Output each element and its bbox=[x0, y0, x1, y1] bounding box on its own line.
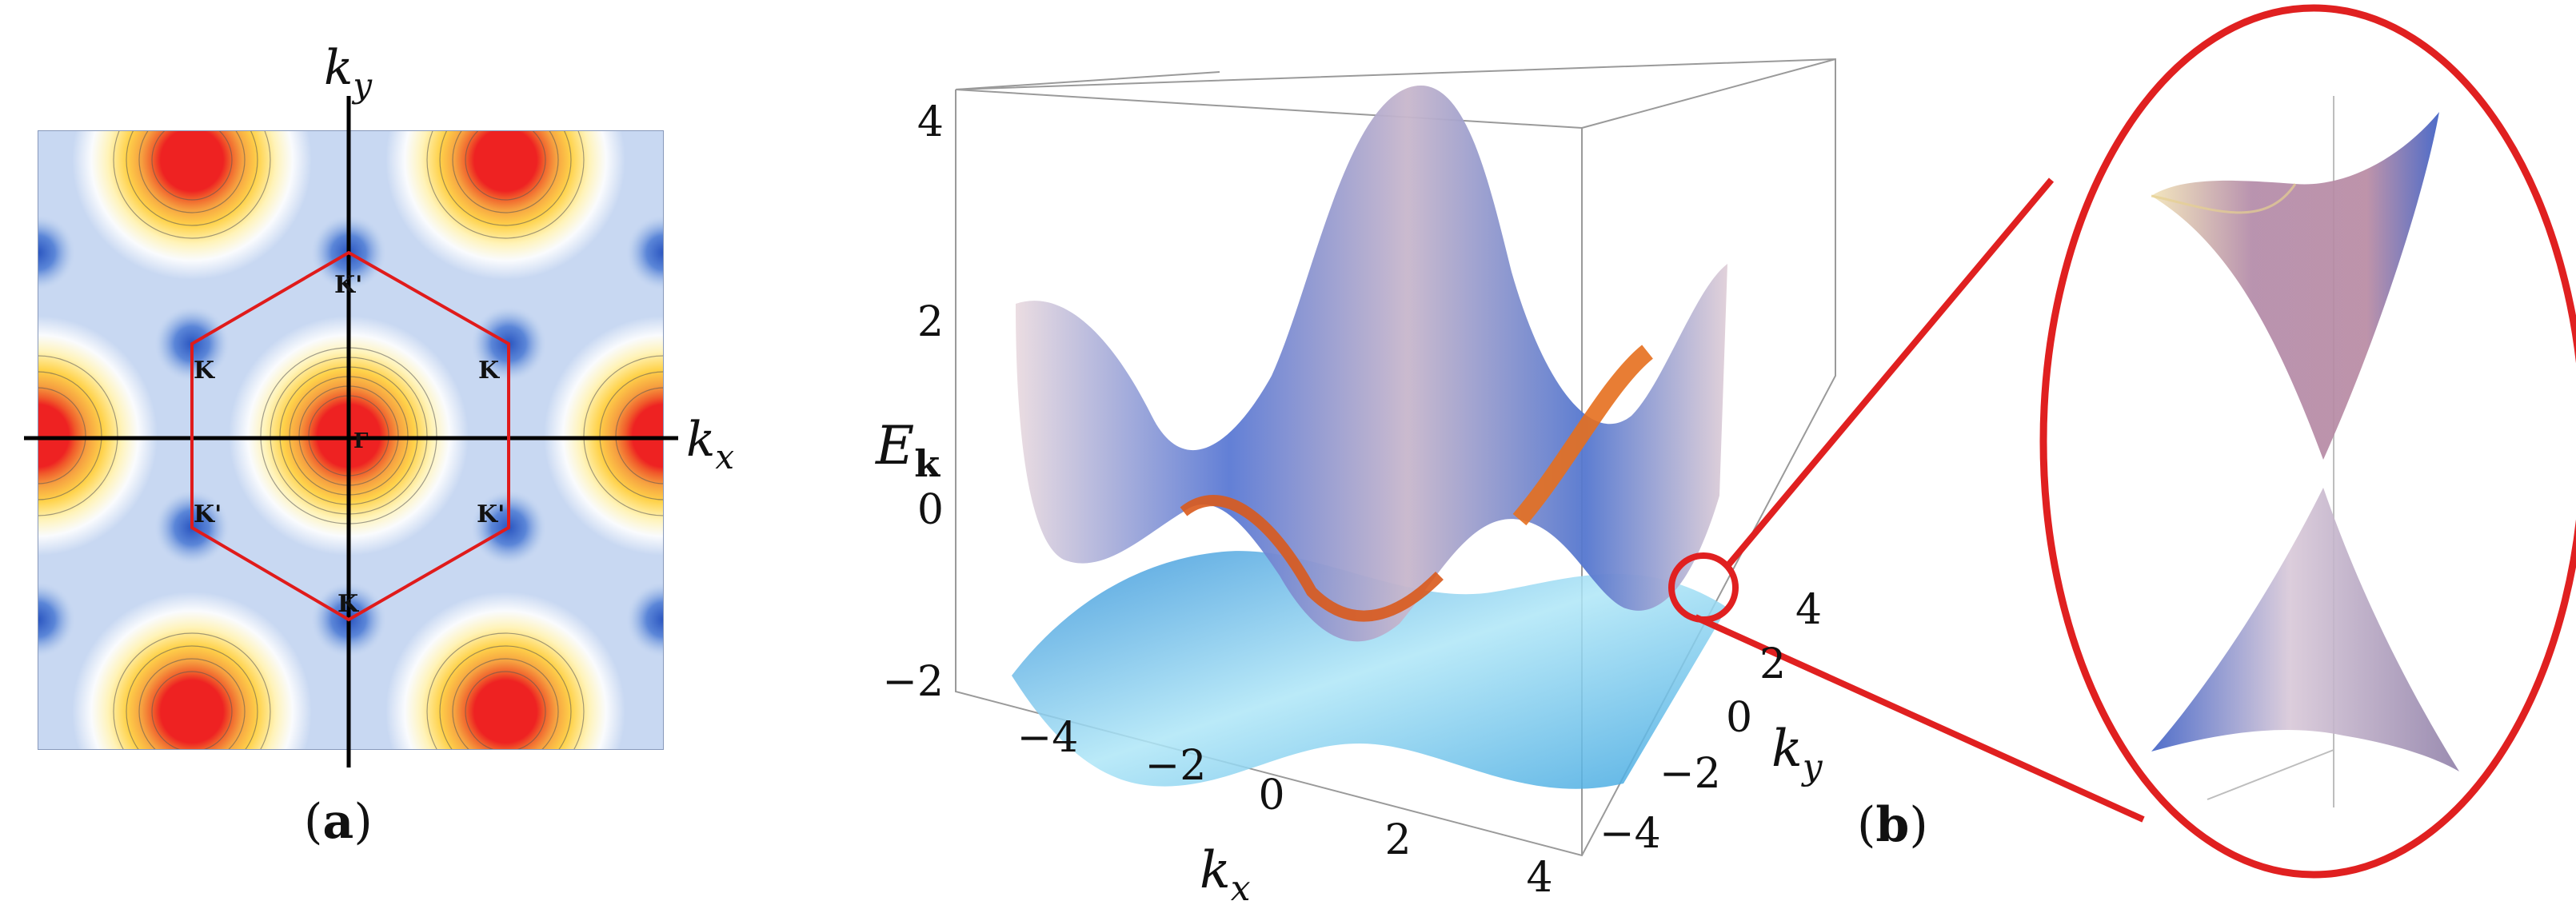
contour-map bbox=[38, 130, 664, 750]
upper-dirac-cone bbox=[2151, 112, 2439, 460]
zoom-line-lower bbox=[1694, 614, 2145, 823]
energy-tick: 0 bbox=[917, 486, 944, 534]
panel-a-caption: (a) bbox=[304, 794, 373, 850]
kx-tick: −4 bbox=[1017, 714, 1079, 762]
ky-tick-labels: 4 2 0 −2 −4 bbox=[1600, 586, 1822, 858]
point-label-k-prime-right: K' bbox=[477, 500, 505, 528]
zoom-kx-axis bbox=[2207, 749, 2334, 800]
point-label-k-left: K bbox=[194, 357, 215, 385]
energy-axis-label: Ek bbox=[875, 415, 941, 485]
energy-tick: −2 bbox=[882, 658, 944, 706]
lower-energy-band bbox=[1012, 551, 1727, 789]
ky-axis-label-3d: ky bbox=[1771, 720, 1823, 787]
kx-tick: 2 bbox=[1384, 816, 1411, 864]
energy-tick: 2 bbox=[917, 298, 944, 346]
kx-axis-label: kx bbox=[686, 412, 734, 476]
upper-energy-band bbox=[1016, 85, 1727, 642]
energy-tick-labels: 4 2 0 −2 bbox=[882, 98, 944, 706]
ky-tick: 0 bbox=[1726, 694, 1752, 742]
ky-tick: 2 bbox=[1759, 640, 1786, 688]
kx-axis-label-3d: kx bbox=[1200, 841, 1251, 909]
kx-tick: −2 bbox=[1145, 742, 1207, 790]
point-label-k-prime-left: K' bbox=[194, 500, 222, 528]
band-edge-ribbon-right bbox=[1512, 345, 1654, 526]
contour-minima bbox=[38, 214, 664, 658]
energy-tick: 4 bbox=[917, 98, 944, 146]
zoom-ellipse bbox=[2039, 4, 2576, 879]
brillouin-zone-hexagon bbox=[190, 250, 510, 622]
point-label-k-prime-top: K' bbox=[334, 271, 362, 299]
high-symmetry-labels: K' K K Γ K' K' K bbox=[194, 271, 505, 618]
point-label-k-right: K bbox=[478, 357, 500, 385]
panel-b-caption: (b) bbox=[1857, 797, 1928, 853]
contour-maxima bbox=[38, 130, 664, 750]
ky-tick: 4 bbox=[1795, 586, 1822, 634]
lower-dirac-cone bbox=[2151, 488, 2459, 771]
dirac-cone-zoom bbox=[2039, 4, 2576, 879]
kx-tick-labels: −4 −2 0 2 4 bbox=[1017, 714, 1553, 902]
zoom-line-upper bbox=[1724, 177, 2055, 568]
point-label-k-bottom: K bbox=[337, 590, 359, 618]
panel-a: K' K K Γ K' K' K ky kx (a) bbox=[24, 40, 734, 850]
kx-tick: 4 bbox=[1526, 854, 1552, 902]
ky-tick: −2 bbox=[1659, 750, 1721, 798]
panel-b: 4 2 0 −2 Ek −4 −2 0 2 4 kx 4 2 0 −2 −4 k… bbox=[875, 4, 2576, 909]
band-edge-ribbon-left bbox=[1180, 495, 1444, 622]
point-label-gamma: Γ bbox=[353, 429, 369, 453]
kx-tick: 0 bbox=[1258, 771, 1284, 819]
ky-tick: −4 bbox=[1600, 810, 1661, 858]
ky-axis-label: ky bbox=[324, 40, 373, 105]
